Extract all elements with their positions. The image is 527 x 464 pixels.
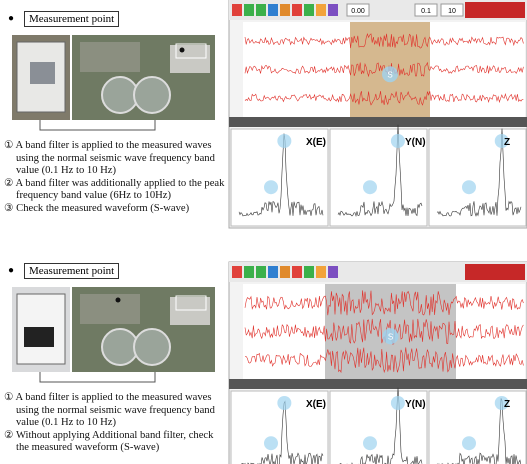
wave-marker: S [388,332,393,341]
tool-button[interactable] [292,4,302,16]
peak-circle [264,436,278,450]
tool-button[interactable] [328,266,338,278]
figure: 0.00 0.1 10 S X(E) Y(N) Z S X(E) Y(N) Z ● Measureme… [0,0,527,464]
wave-marker: S [387,70,392,79]
spectrum-label: X(E) [306,137,326,148]
bullet: ● [8,13,14,24]
step: ② A band filter was additionally applied… [4,178,226,203]
point-label: Measurement point [24,11,119,27]
bracket [40,372,155,382]
tool-button[interactable] [280,266,290,278]
tool-button[interactable] [316,4,326,16]
tool-button[interactable] [280,4,290,16]
tool-button[interactable] [256,266,266,278]
map-area [80,42,140,72]
spectrum-label: Z [504,399,510,410]
step: ① A band filter is applied to the measur… [4,392,226,430]
tool-button[interactable] [304,266,314,278]
tank [134,329,170,365]
logo [465,2,525,18]
tank [102,329,138,365]
peak-circle [277,396,291,410]
tool-value: 0.1 [421,8,431,15]
peak-circle [462,180,476,194]
step: ③ Check the measured waveform (S-wave) [4,203,226,216]
peak-circle [462,436,476,450]
step: ② Without applying Additional band filte… [4,430,226,455]
spectrum-label: Z [504,137,510,148]
spectrum-panel [429,391,526,464]
tool-button[interactable] [232,4,242,16]
logo [465,264,525,280]
tool-value: 10 [448,8,456,15]
tool-button[interactable] [268,4,278,16]
tool-button[interactable] [328,4,338,16]
tool-button[interactable] [268,266,278,278]
spectrum-label: Y(N) [405,137,426,148]
tool-value: 0.00 [351,8,365,15]
tool-button[interactable] [232,266,242,278]
step: ① A band filter is applied to the measur… [4,140,226,178]
peak-circle [391,134,405,148]
point-label: Measurement point [24,263,119,279]
tool-button[interactable] [244,4,254,16]
bracket [40,120,155,130]
peak-circle [277,134,291,148]
time-strip [229,117,527,127]
peak-circle [264,180,278,194]
peak-circle [363,180,377,194]
spectrum-label: X(E) [306,399,326,410]
peak-circle [363,436,377,450]
tool-button[interactable] [244,266,254,278]
tool-button[interactable] [316,266,326,278]
spectrum-label: Y(N) [405,399,426,410]
steps: ① A band filter is applied to the measur… [4,392,226,455]
tank [102,77,138,113]
tool-button[interactable] [304,4,314,16]
device [30,62,55,84]
location-dot [180,48,185,53]
tool-button[interactable] [256,4,266,16]
tool-button[interactable] [292,266,302,278]
peak-circle [391,396,405,410]
tank [134,77,170,113]
location-dot [116,298,121,303]
spectrum-panel [429,129,526,226]
time-strip [229,379,527,389]
steps: ① A band filter is applied to the measur… [4,140,226,216]
map-area [80,294,140,324]
bullet: ● [8,265,14,276]
device [24,327,54,347]
